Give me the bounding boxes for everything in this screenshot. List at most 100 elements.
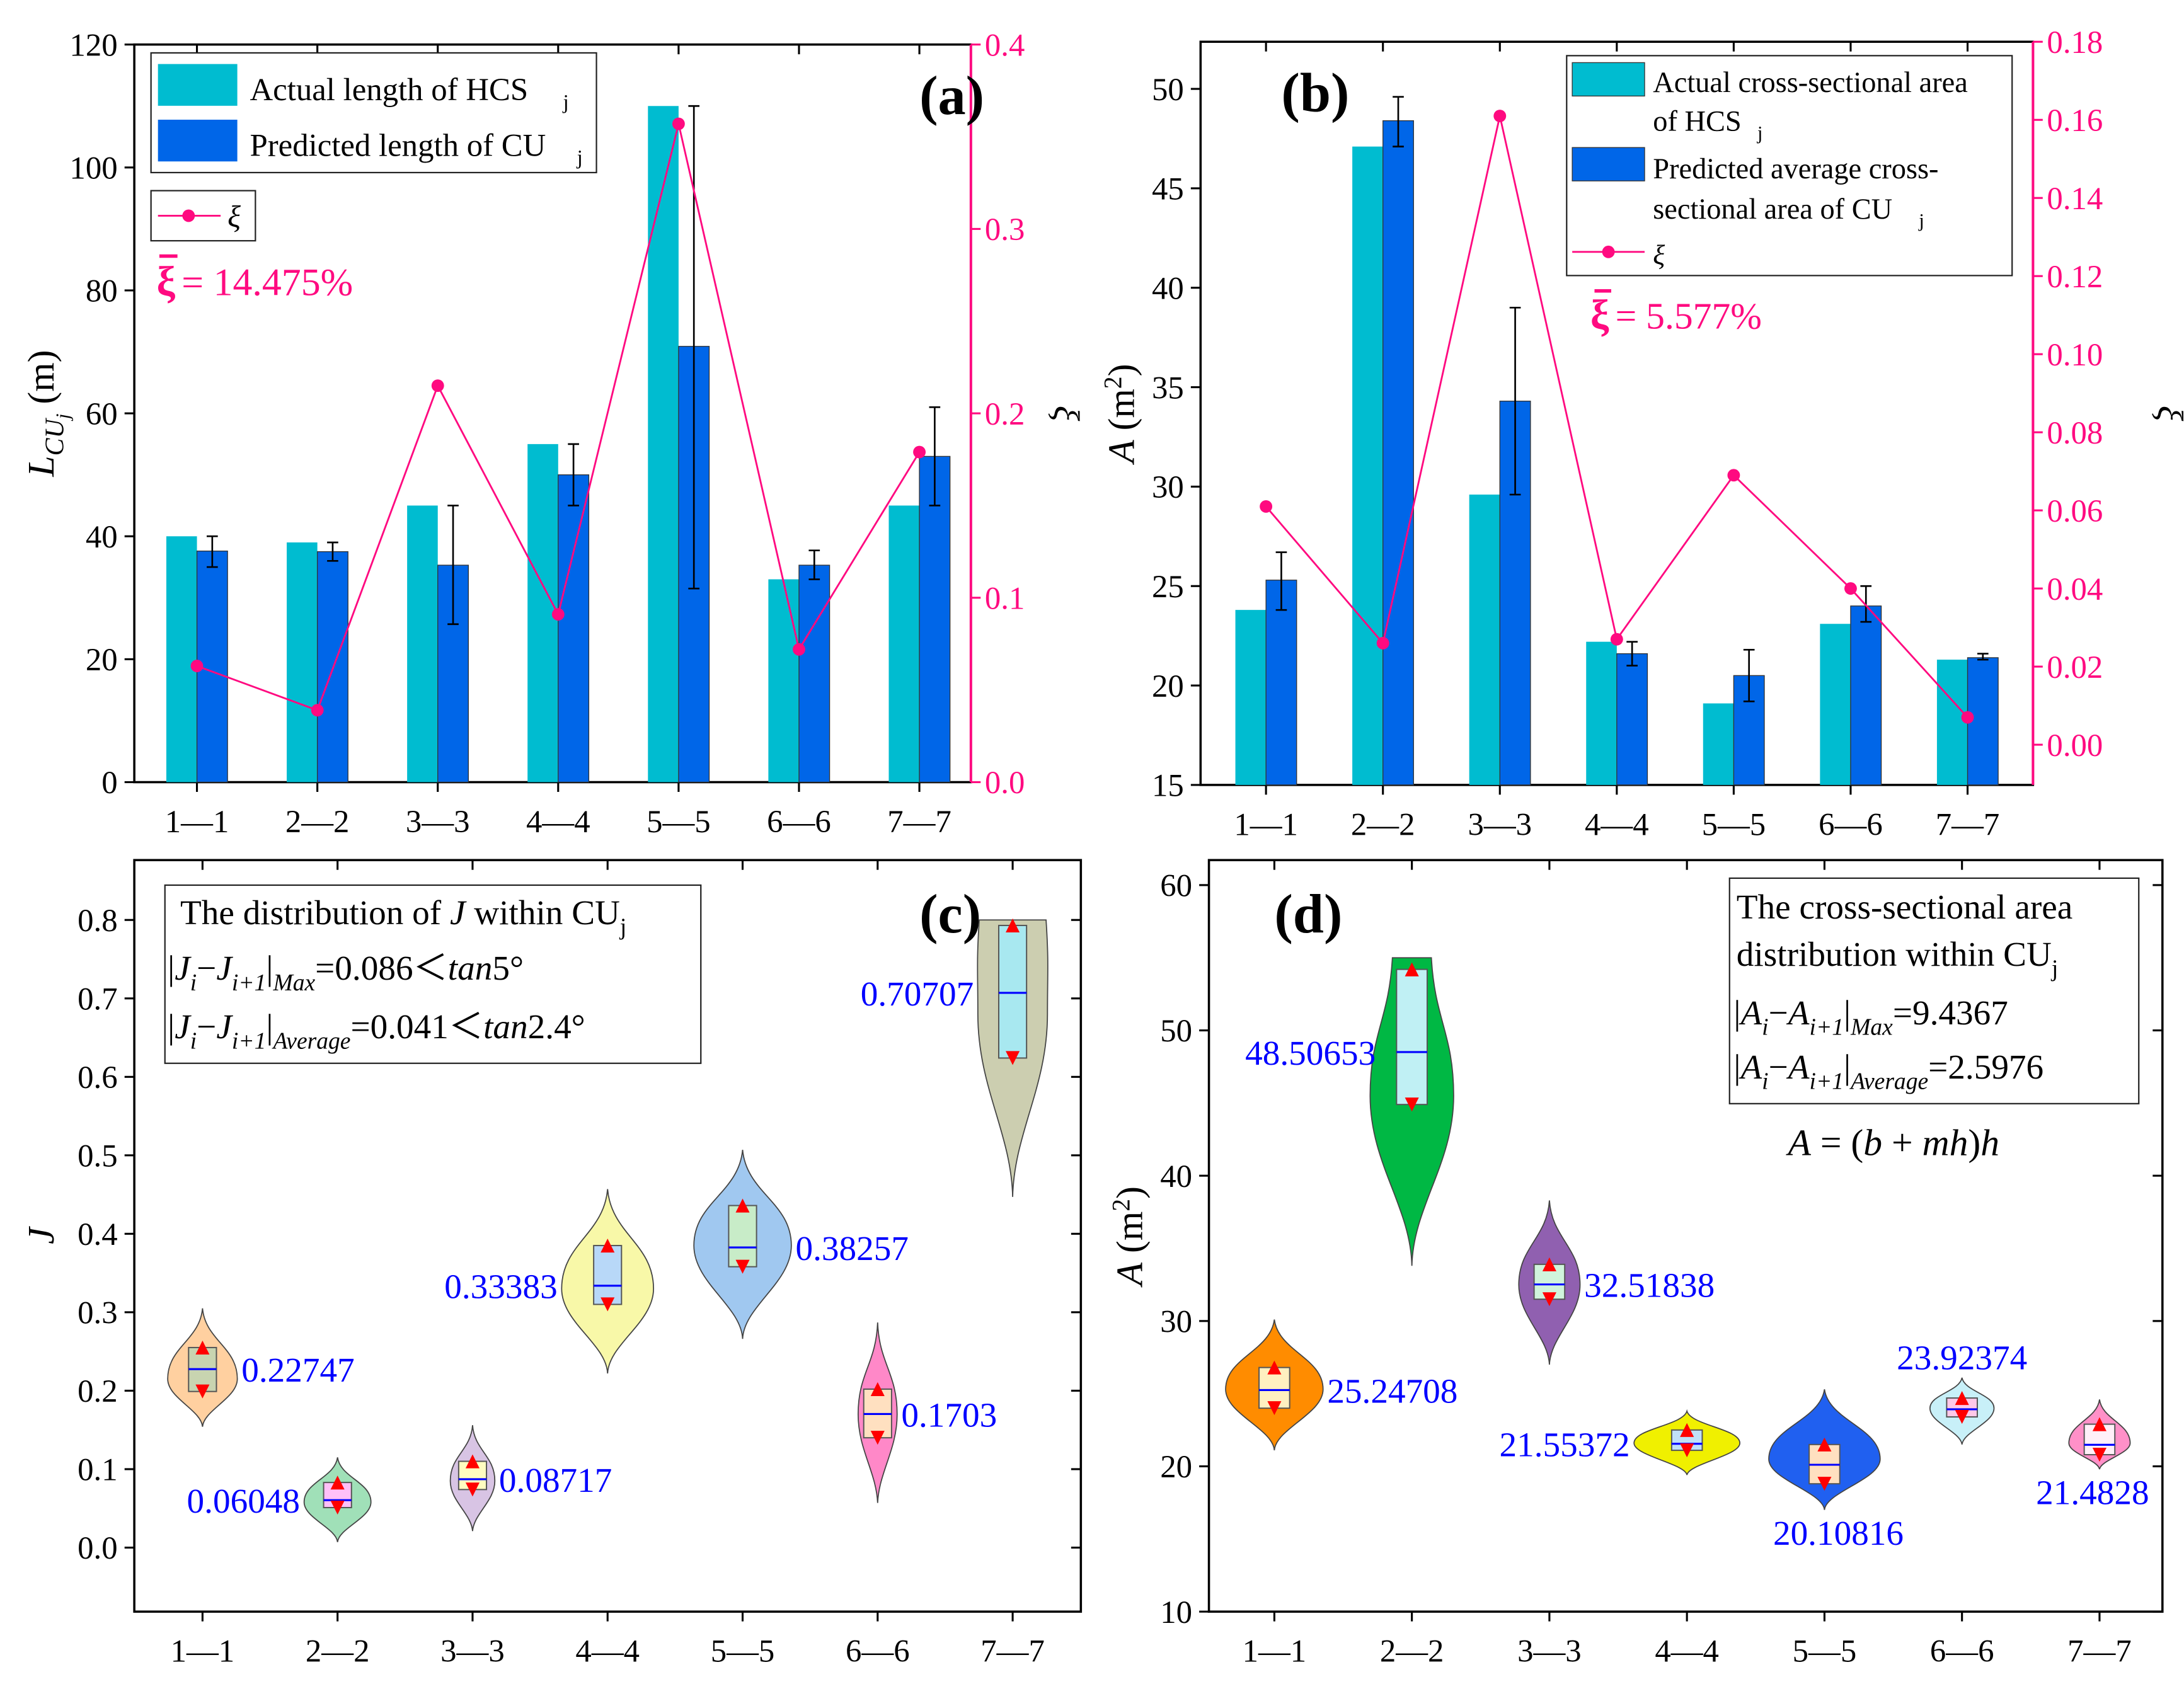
x-tick-label: 6—6	[846, 1634, 910, 1669]
panel-b-bar-chart: 15 20 25 30 35 40 45 50 0.00 0.02 0.04 0.06 0.08 0.10…	[1099, 25, 2184, 842]
x-tick-label: 7—7	[980, 1634, 1045, 1669]
x-tick-label: 4—4	[526, 804, 590, 839]
annotation-line-segment: |	[1733, 1048, 1740, 1086]
y-tick-label: 50	[1160, 1013, 1192, 1048]
y-tick-label: 25	[1152, 569, 1184, 604]
annotation-line-segment: A	[1786, 1048, 1810, 1086]
y-axis-label-main: L	[20, 455, 62, 477]
max-marker-triangle	[1817, 1437, 1832, 1452]
min-marker-triangle	[1006, 1051, 1020, 1065]
y2-tick-label: 0.10	[2047, 337, 2103, 372]
y-tick-label: 0	[101, 765, 117, 800]
min-marker-triangle	[330, 1500, 345, 1515]
bar-actual	[768, 579, 799, 782]
annotation-line: |Ji−Ji+1|Average=0.041＜tan2.4°	[168, 1007, 585, 1055]
y-tick-label: 20	[86, 642, 118, 677]
median-value-label: 21.4828	[2036, 1473, 2149, 1511]
annotation-line-segment: −	[197, 1007, 216, 1046]
xi-point	[672, 117, 685, 130]
y-axis-label-main: A	[1109, 1262, 1151, 1288]
annotation-line-segment: |	[168, 949, 175, 987]
legend-xi-marker	[1602, 245, 1615, 258]
annotation-line-segment: J	[450, 893, 467, 932]
annotation-box	[1728, 877, 2140, 1104]
x-tick-label: 7—7	[1936, 806, 2000, 842]
y2-axis-label: ξ	[1046, 406, 1086, 421]
annotation-line-segment: within CU	[465, 893, 619, 932]
y-axis-label-unit: (m	[1100, 389, 1142, 440]
xi-mean-value: = 5.577%	[1616, 295, 1762, 336]
max-marker-triangle	[195, 1340, 210, 1355]
legend-label-actual-line1: Actual cross-sectional area	[1653, 67, 1968, 99]
legend-xi-marker	[182, 209, 195, 222]
max-marker-triangle	[1267, 1360, 1282, 1375]
x-tick-label: 6—6	[1819, 806, 1883, 842]
area-formula-segment: b	[1863, 1122, 1882, 1164]
area-formula-segment: = (	[1811, 1122, 1863, 1164]
median-value-label: 23.92374	[1897, 1339, 2027, 1377]
y-tick-label: 0.7	[78, 981, 118, 1016]
annotation-line-segment: J	[175, 1007, 192, 1046]
bar-predicted	[1850, 605, 1882, 786]
x-tick-label: 2—2	[1380, 1634, 1444, 1669]
y-axis-label-sup: 2	[1108, 1199, 1135, 1211]
median-value-label: 0.33383	[444, 1268, 557, 1306]
y-axis-label: A (m2)	[1108, 1186, 1151, 1288]
y-axis-label: J	[20, 1226, 62, 1244]
bar-predicted	[798, 564, 830, 783]
median-value-label: 0.70707	[861, 975, 974, 1013]
legend-label-sub: j	[1918, 209, 1924, 231]
annotation-line-segment: The distribution of	[180, 893, 450, 932]
xi-mean-symbol: ξ	[156, 258, 175, 304]
max-marker-triangle	[1542, 1257, 1556, 1271]
bar-predicted	[558, 474, 590, 783]
xi-point	[1376, 636, 1389, 650]
y-tick-label: 35	[1152, 370, 1184, 405]
bar-actual	[1586, 641, 1617, 785]
area-formula: A = (b + mh)h	[1786, 1122, 2000, 1164]
x-tick-label: 4—4	[1585, 806, 1649, 842]
max-marker-triangle	[1405, 962, 1419, 977]
annotation-line-segment: =2.5976	[1928, 1048, 2043, 1086]
min-marker-triangle	[1542, 1292, 1556, 1307]
y-tick-label: 30	[1160, 1304, 1192, 1339]
y-tick-label: 0.2	[78, 1373, 118, 1409]
area-formula-segment: mh	[1922, 1122, 1968, 1164]
annotation-line-segment: |	[1733, 994, 1740, 1032]
max-marker-triangle	[735, 1198, 750, 1213]
median-value-label: 20.10816	[1773, 1514, 1904, 1552]
xi-point	[913, 445, 926, 459]
x-tick-label: 4—4	[1655, 1634, 1719, 1669]
legend-label-xi: ξ	[227, 200, 241, 234]
min-marker-triangle	[601, 1297, 615, 1312]
y2-axis-label: ξ	[2150, 406, 2184, 421]
annotation-line-segment: i+1	[1810, 1014, 1844, 1040]
y-tick-label: 120	[69, 27, 117, 62]
x-tick-label: 6—6	[1930, 1634, 1994, 1669]
box-iqr	[593, 1245, 623, 1305]
median-value-label: 32.51838	[1584, 1266, 1715, 1305]
median-value-label: 0.1703	[901, 1395, 997, 1434]
y-axis-label-sup: 2	[1099, 376, 1127, 389]
y-tick-label: 30	[1152, 469, 1184, 505]
max-marker-triangle	[2092, 1417, 2106, 1431]
xi-point	[1260, 500, 1273, 513]
y-tick-label: 0.1	[78, 1452, 118, 1487]
y-axis-label-sub: CU	[40, 417, 69, 455]
x-tick-label: 2—2	[306, 1634, 370, 1669]
x-tick-label: 3—3	[440, 1634, 505, 1669]
y-tick-label: 60	[1160, 868, 1192, 903]
y-tick-label: 40	[86, 519, 118, 554]
annotation-line-segment: i	[1762, 1014, 1768, 1040]
panel-c-violin-chart: 0.0 0.1 0.2 0.3 0.4 0.5 0.6 0.7 0.8 1—1 2—2 3—3 4—4 5…	[20, 859, 1083, 1669]
x-tick-label: 6—6	[767, 804, 831, 839]
y-tick-label: 0.8	[78, 903, 118, 938]
min-marker-triangle	[1817, 1477, 1832, 1491]
max-marker-triangle	[1955, 1391, 1969, 1406]
median-value-label: 48.50653	[1245, 1034, 1376, 1072]
legend-label-sub: j	[563, 90, 569, 113]
box-iqr	[997, 924, 1028, 1059]
annotation-line-segment: |	[266, 1007, 273, 1046]
annotation-line: |Ai−Ai+1|Max=9.4367	[1733, 994, 2008, 1041]
